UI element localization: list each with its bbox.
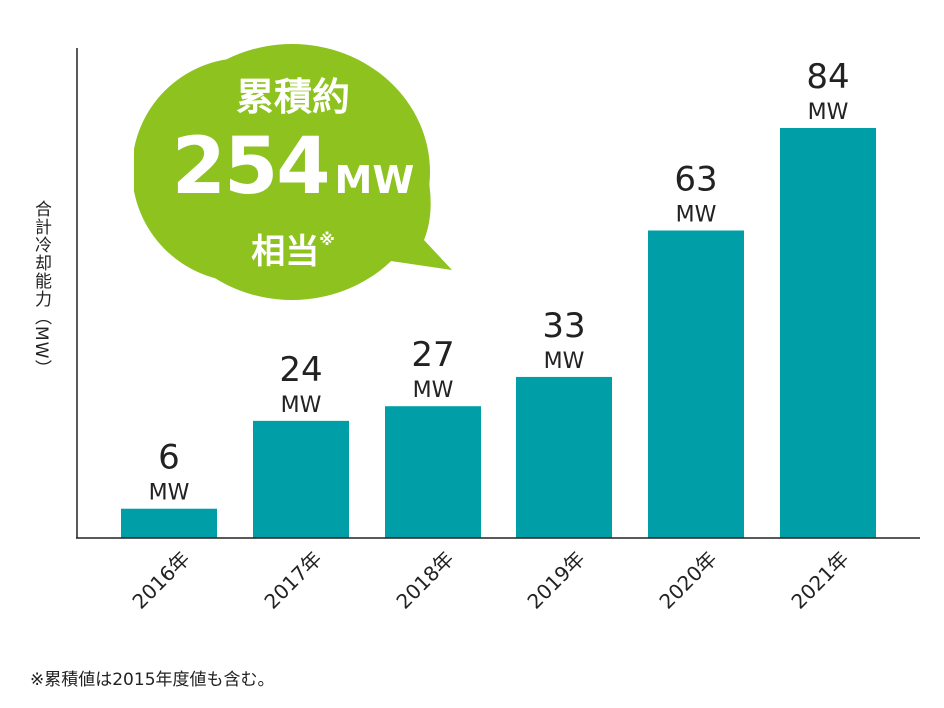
bar-2017年 xyxy=(253,420,349,538)
value-label: 63 xyxy=(674,160,717,200)
bar-2021年 xyxy=(780,128,876,538)
value-label: 33 xyxy=(542,306,585,346)
x-tick-label: 2020年 xyxy=(654,547,721,614)
x-tick-label: 2021年 xyxy=(786,547,853,614)
callout-value-row: 254 MW xyxy=(134,122,452,212)
unit-label: MW xyxy=(413,378,454,403)
value-label: 84 xyxy=(806,57,849,97)
bars-group xyxy=(121,128,876,538)
value-label: 6 xyxy=(158,438,180,478)
unit-label: MW xyxy=(808,100,849,125)
x-tick-label: 2018年 xyxy=(391,547,458,614)
unit-label: MW xyxy=(544,349,585,374)
bar-2020年 xyxy=(648,230,744,538)
callout-text: 累積約 254 MW 相当※ xyxy=(134,30,452,330)
bar-2019年 xyxy=(516,376,612,538)
value-label: 24 xyxy=(279,350,322,390)
footnote: ※累積値は2015年度値も含む。 xyxy=(30,670,275,690)
callout-bubble xyxy=(134,44,452,300)
value-labels-group: 6 MW 24 MW 27 MW 33 MW 63 MW 84 MW xyxy=(149,57,850,506)
callout-suffix-row: 相当※ xyxy=(134,224,452,273)
x-tick-label: 2017年 xyxy=(259,547,326,614)
bar-2016年 xyxy=(121,508,217,538)
unit-label: MW xyxy=(676,203,717,228)
y-axis-label: 合計冷却能力（MW） xyxy=(31,200,51,378)
unit-label: MW xyxy=(281,393,322,418)
callout-suffix: 相当 xyxy=(251,232,320,272)
x-tick-label: 2019年 xyxy=(522,547,589,614)
callout-title: 累積約 xyxy=(235,75,350,119)
x-tick-label: 2016年 xyxy=(127,547,194,614)
callout-value: 254 xyxy=(171,122,331,212)
tick-labels-group: 2016年 2017年 2018年 2019年 2020年 2021年 xyxy=(127,547,853,614)
callout-note-mark: ※ xyxy=(319,230,335,249)
value-label: 27 xyxy=(411,335,454,375)
callout-unit: MW xyxy=(334,158,415,202)
unit-label: MW xyxy=(149,481,190,506)
bar-2018年 xyxy=(385,406,481,538)
